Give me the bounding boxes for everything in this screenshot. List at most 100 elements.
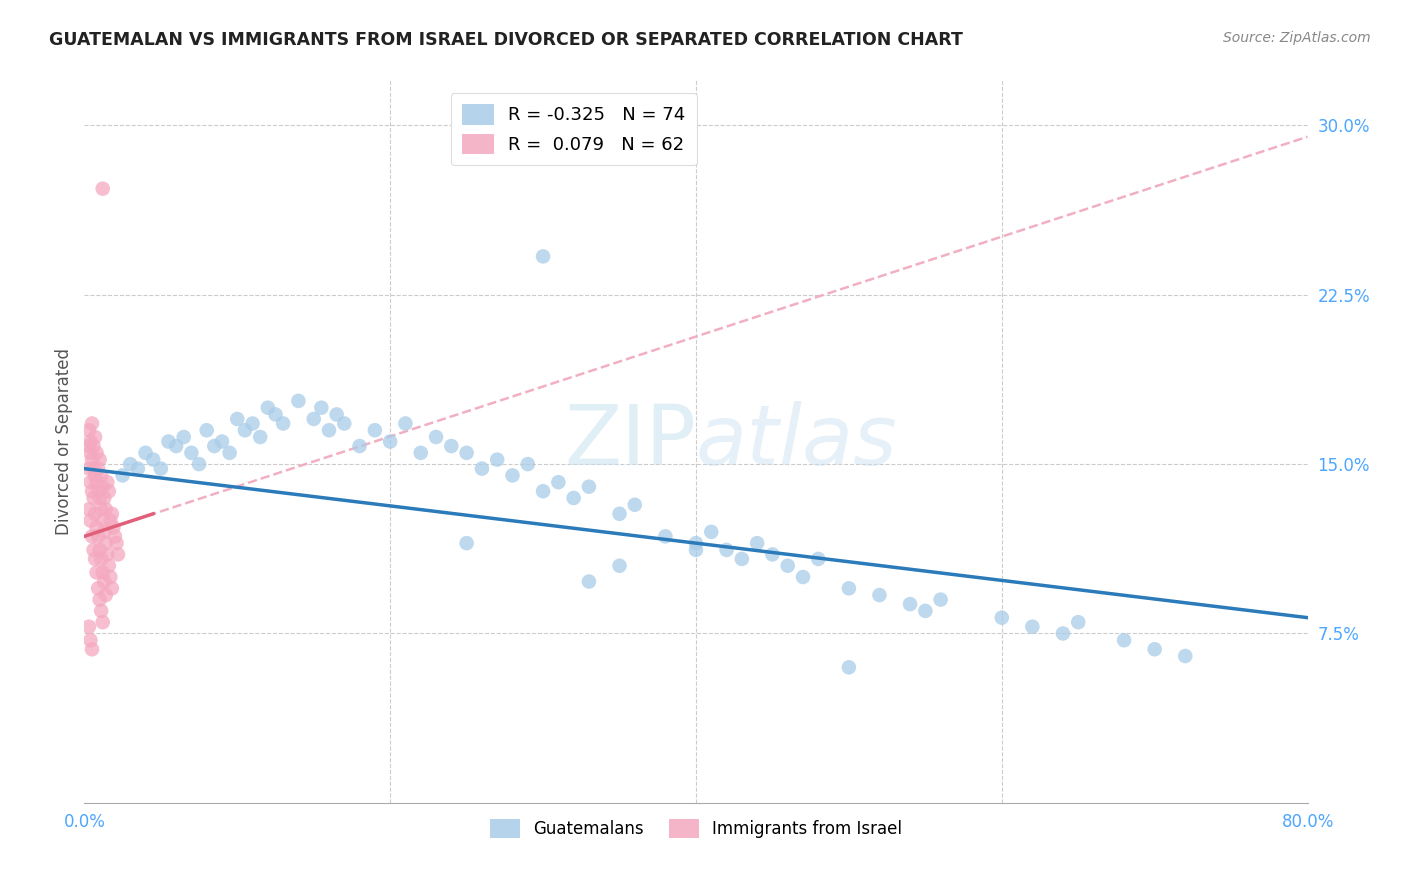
- Point: [991, 610, 1014, 624]
- Point: [87, 461, 110, 475]
- Point: [80, 529, 103, 543]
- Point: [456, 536, 478, 550]
- Point: [502, 468, 524, 483]
- Point: [86, 446, 108, 460]
- Point: [107, 548, 129, 562]
- Point: [111, 468, 134, 483]
- Point: [91, 566, 114, 580]
- Point: [79, 446, 101, 460]
- Point: [1114, 633, 1136, 648]
- Point: [94, 588, 117, 602]
- Point: [77, 502, 100, 516]
- Point: [157, 434, 180, 449]
- Point: [79, 633, 101, 648]
- Point: [105, 536, 128, 550]
- Point: [135, 446, 157, 460]
- Point: [83, 461, 105, 475]
- Point: [77, 620, 100, 634]
- Point: [226, 412, 249, 426]
- Point: [149, 461, 172, 475]
- Point: [700, 524, 723, 539]
- Point: [747, 536, 769, 550]
- Point: [96, 548, 118, 562]
- Point: [761, 548, 783, 562]
- Point: [79, 514, 101, 528]
- Point: [84, 507, 107, 521]
- Point: [83, 542, 105, 557]
- Point: [127, 461, 149, 475]
- Point: [325, 408, 347, 422]
- Point: [104, 529, 127, 543]
- Text: Source: ZipAtlas.com: Source: ZipAtlas.com: [1223, 31, 1371, 45]
- Point: [333, 417, 356, 431]
- Point: [486, 452, 509, 467]
- Point: [94, 536, 117, 550]
- Point: [77, 423, 100, 437]
- Point: [90, 468, 112, 483]
- Point: [287, 393, 309, 408]
- Point: [685, 536, 707, 550]
- Point: [440, 439, 463, 453]
- Point: [898, 597, 921, 611]
- Point: [86, 566, 108, 580]
- Point: [91, 514, 114, 528]
- Text: ZIP: ZIP: [564, 401, 696, 482]
- Point: [685, 542, 707, 557]
- Point: [98, 570, 121, 584]
- Point: [84, 468, 107, 483]
- Point: [716, 542, 738, 557]
- Point: [90, 604, 112, 618]
- Point: [562, 491, 585, 505]
- Point: [218, 446, 240, 460]
- Point: [83, 491, 105, 505]
- Point: [531, 249, 554, 263]
- Point: [101, 507, 124, 521]
- Point: [87, 484, 110, 499]
- Point: [318, 423, 340, 437]
- Point: [609, 558, 631, 573]
- Point: [91, 181, 114, 195]
- Point: [94, 502, 117, 516]
- Point: [173, 430, 195, 444]
- Point: [87, 582, 110, 596]
- Point: [89, 592, 111, 607]
- Point: [249, 430, 271, 444]
- Point: [302, 412, 325, 426]
- Point: [233, 423, 256, 437]
- Point: [103, 520, 125, 534]
- Point: [101, 582, 124, 596]
- Point: [1143, 642, 1166, 657]
- Point: [257, 401, 280, 415]
- Point: [142, 452, 165, 467]
- Point: [578, 574, 600, 589]
- Point: [1067, 615, 1090, 630]
- Legend: Guatemalans, Immigrants from Israel: Guatemalans, Immigrants from Israel: [484, 813, 908, 845]
- Point: [394, 417, 416, 431]
- Point: [91, 480, 114, 494]
- Point: [776, 558, 799, 573]
- Point: [264, 408, 287, 422]
- Point: [271, 417, 294, 431]
- Point: [409, 446, 432, 460]
- Point: [914, 604, 936, 618]
- Point: [202, 439, 225, 453]
- Point: [98, 514, 121, 528]
- Point: [79, 434, 101, 449]
- Text: GUATEMALAN VS IMMIGRANTS FROM ISRAEL DIVORCED OR SEPARATED CORRELATION CHART: GUATEMALAN VS IMMIGRANTS FROM ISRAEL DIV…: [49, 31, 963, 49]
- Point: [624, 498, 647, 512]
- Point: [1174, 648, 1197, 663]
- Point: [84, 430, 107, 444]
- Point: [531, 484, 554, 499]
- Point: [578, 480, 600, 494]
- Point: [1021, 620, 1043, 634]
- Point: [380, 434, 402, 449]
- Point: [165, 439, 187, 453]
- Point: [90, 502, 112, 516]
- Point: [90, 552, 112, 566]
- Point: [180, 446, 202, 460]
- Point: [838, 582, 860, 596]
- Point: [211, 434, 233, 449]
- Point: [86, 520, 108, 534]
- Point: [1052, 626, 1074, 640]
- Point: [456, 446, 478, 460]
